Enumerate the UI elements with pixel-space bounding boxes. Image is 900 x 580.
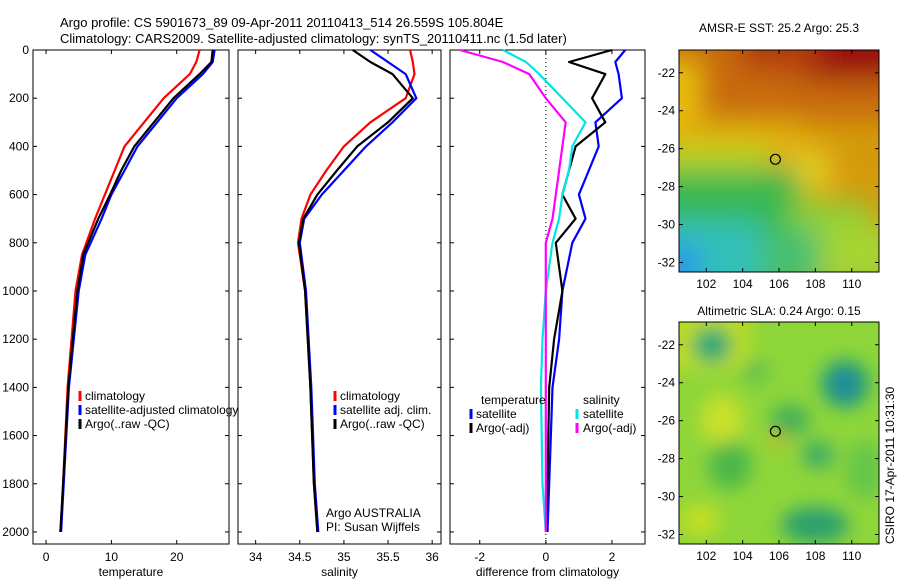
y-tick-label: 800 [9,236,29,250]
figure-title-line1: Argo profile: CS 5901673_89 09-Apr-2011 … [60,15,504,30]
legend-heading: temperature [481,393,546,407]
map-y-tick-label: -22 [658,66,676,80]
legend-heading: salinity [583,393,620,407]
map-y-tick-label: -24 [658,376,676,390]
legend-label: satellite [476,407,517,421]
salinity-profile-panel: 34 34.5 35 35.5 36 salinity climatologysatelli… [237,49,442,579]
credit-stamp: CSIRO 17-Apr-2011 10:31:30 [883,386,897,544]
x-tick-label: 20 [170,550,184,564]
series-line-argo-raw-qc- [297,49,414,533]
map-y-tick-label: -30 [658,490,676,504]
x-tick-label: 34.5 [288,550,312,564]
y-tick-label: 1600 [2,429,29,443]
x-tick-label: 35.5 [376,550,400,564]
x-tick-label: 2 [609,550,616,564]
x-axis-label: temperature [99,565,164,579]
map-y-tick-label: -32 [658,256,676,270]
sla-argo-location-marker [769,425,782,437]
y-tick-label: 1200 [2,332,29,346]
map-x-tick-label: 106 [769,277,789,291]
y-tick-label: 0 [22,43,29,57]
map-y-tick-label: -28 [658,452,676,466]
y-tick-label: 200 [9,91,29,105]
x-tick-label: -2 [474,550,485,564]
map-y-tick-label: -24 [658,104,676,118]
map-y-tick-label: -28 [658,180,676,194]
legend-label: climatology [340,389,400,403]
legend-label: Argo(-adj) [583,421,636,435]
series-line-argo-raw-qc- [59,49,214,533]
x-tick-label: 35 [337,550,351,564]
sst-map-title: AMSR-E SST: 25.2 Argo: 25.3 [699,21,859,35]
temperature-profile-panel: 0 10 20 temperature 0 200 400 600 800 1000 1200 140… [2,43,238,579]
map-x-tick-label: 108 [805,549,825,563]
series-line-temperature-satellite [546,49,627,533]
y-tick-label: 400 [9,139,29,153]
series-line-salinity-satellite [502,49,587,533]
map-y-tick-label: -26 [658,414,676,428]
panel-annotation: Argo AUSTRALIA [326,506,421,520]
legend-label: Argo(..raw -QC) [85,417,170,431]
sst-argo-location-marker [769,153,782,165]
x-tick-label: 34 [249,550,263,564]
map-x-tick-label: 110 [842,549,861,563]
sla-map-title: Altimetric SLA: 0.24 Argo: 0.15 [697,304,861,318]
map-y-tick-label: -30 [658,218,676,232]
map-y-tick-label: -22 [658,338,676,352]
legend-label: satellite adj. clim. [340,403,431,417]
x-tick-label: 0 [43,550,50,564]
map-x-tick-label: 104 [733,549,753,563]
legend-label: satellite [583,407,624,421]
sla-map-panel: Altimetric SLA: 0.24 Argo: 0.15 102 104 10… [658,304,880,563]
x-tick-label: 0 [543,550,550,564]
x-tick-label: 10 [105,550,119,564]
legend-label: climatology [85,389,145,403]
map-y-tick-label: -26 [658,142,676,156]
y-tick-label: 1000 [2,284,29,298]
sst-heatmap-field [679,50,879,272]
map-y-tick-label: -32 [658,528,676,542]
x-axis-label: salinity [321,565,358,579]
legend-label: satellite-adjusted climatology [85,403,238,417]
y-tick-label: 2000 [2,525,29,539]
panel-annotation: PI: Susan Wijffels [326,520,420,534]
y-tick-label: 600 [9,188,29,202]
salinity-plot-frame [237,49,442,545]
sla-heatmap-field [679,322,879,544]
legend-label: Argo(..raw -QC) [340,417,425,431]
map-x-tick-label: 102 [696,277,716,291]
sst-map-panel: AMSR-E SST: 25.2 Argo: 25.3 102 104 106 108… [658,21,880,291]
series-line-salinity-argo-adj- [459,48,567,532]
x-axis-label: difference from climatology [476,565,619,579]
temperature-plot-frame [32,49,230,545]
figure-title-line2: Climatology: CARS2009. Satellite-adjuste… [60,31,567,46]
x-tick-label: 36 [425,550,439,564]
map-x-tick-label: 102 [696,549,716,563]
y-tick-label: 1800 [2,477,29,491]
map-x-tick-label: 108 [805,277,825,291]
y-tick-label: 1400 [2,380,29,394]
map-x-tick-label: 106 [769,549,789,563]
map-x-tick-label: 104 [733,277,753,291]
legend-label: Argo(-adj) [476,421,529,435]
map-x-tick-label: 110 [842,277,861,291]
